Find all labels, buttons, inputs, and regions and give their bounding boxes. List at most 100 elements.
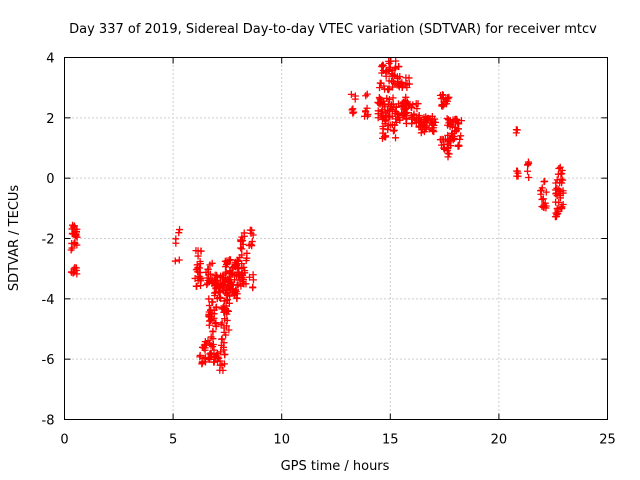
data-point	[221, 270, 229, 278]
data-point	[418, 117, 426, 125]
y-tick-label: -6	[42, 353, 55, 368]
data-point	[234, 257, 242, 265]
data-point	[438, 91, 446, 99]
data-point	[249, 284, 257, 292]
data-point	[389, 94, 397, 102]
data-point	[402, 119, 410, 127]
data-point	[524, 167, 532, 175]
data-point	[172, 235, 180, 243]
data-point	[382, 117, 390, 125]
data-point	[556, 194, 564, 202]
data-point	[541, 177, 549, 185]
data-point	[394, 77, 402, 85]
data-point	[249, 231, 257, 239]
data-point	[446, 123, 454, 131]
data-point	[203, 281, 211, 289]
data-point	[362, 92, 370, 100]
data-point	[392, 57, 400, 65]
data-point	[363, 90, 371, 98]
data-point	[394, 100, 402, 108]
x-tick-label: 5	[169, 433, 177, 448]
data-point	[454, 119, 462, 127]
data-point	[413, 105, 421, 113]
y-tick-label: -2	[42, 233, 55, 248]
data-point	[215, 284, 223, 292]
data-point	[444, 136, 452, 144]
data-point	[457, 132, 465, 140]
y-tick-label: 0	[46, 172, 54, 187]
data-point	[392, 115, 400, 123]
data-point	[216, 361, 224, 369]
data-point	[246, 226, 254, 234]
data-point	[381, 109, 389, 117]
data-point	[555, 165, 563, 173]
data-point	[211, 282, 219, 290]
data-point	[454, 141, 462, 149]
data-point	[402, 105, 410, 113]
data-point	[225, 326, 233, 334]
data-point	[392, 134, 400, 142]
x-axis-label: GPS time / hours	[281, 459, 390, 474]
data-point	[240, 263, 248, 271]
data-point	[426, 115, 434, 123]
data-point	[211, 320, 219, 328]
data-point	[395, 83, 403, 91]
data-point	[175, 256, 183, 264]
data-point	[380, 133, 388, 141]
data-point	[388, 121, 396, 129]
data-point	[405, 80, 413, 88]
data-point	[193, 261, 201, 269]
x-tick-label: 20	[491, 433, 508, 448]
data-point	[414, 100, 422, 108]
data-point	[210, 314, 218, 322]
axis-ticks	[64, 57, 608, 420]
tick-labels: 0 5 10 15 20 25 -8 -6 -4 -2 0 2 4	[42, 52, 616, 448]
data-point	[237, 244, 245, 252]
data-point	[555, 198, 563, 206]
data-point	[175, 229, 183, 237]
data-point	[443, 115, 451, 123]
data-point	[223, 310, 231, 318]
data-point	[405, 101, 413, 109]
data-point	[209, 298, 217, 306]
x-tick-label: 10	[273, 433, 290, 448]
data-point	[198, 359, 206, 367]
data-point	[217, 321, 225, 329]
data-point	[379, 125, 387, 133]
y-axis-label: SDTVAR / TECUs	[7, 185, 22, 292]
data-point	[422, 113, 430, 121]
data-point	[557, 169, 565, 177]
data-point	[191, 274, 199, 282]
data-point	[214, 288, 222, 296]
data-point	[382, 67, 390, 75]
data-point	[385, 95, 393, 103]
data-point	[425, 125, 433, 133]
data-point	[403, 109, 411, 117]
data-point	[200, 344, 208, 352]
y-tick-label: -4	[42, 293, 55, 308]
data-point	[396, 73, 404, 81]
data-point	[221, 351, 229, 359]
data-point	[214, 357, 222, 365]
data-point	[70, 265, 78, 273]
data-point	[207, 306, 215, 314]
data-point	[196, 351, 204, 359]
data-point	[389, 83, 397, 91]
data-point	[423, 119, 431, 127]
data-point	[422, 123, 430, 131]
data-points	[67, 57, 567, 374]
data-point	[246, 273, 254, 281]
data-point	[67, 246, 75, 254]
data-point	[197, 260, 204, 268]
data-point	[540, 204, 548, 212]
data-point	[450, 133, 458, 141]
data-point	[226, 268, 234, 276]
data-point	[220, 297, 228, 305]
data-point	[537, 190, 545, 198]
grid-lines	[64, 57, 608, 420]
data-point	[393, 110, 401, 118]
data-point	[351, 92, 359, 100]
data-point	[192, 282, 200, 290]
data-point	[444, 144, 452, 152]
data-point	[204, 337, 212, 345]
